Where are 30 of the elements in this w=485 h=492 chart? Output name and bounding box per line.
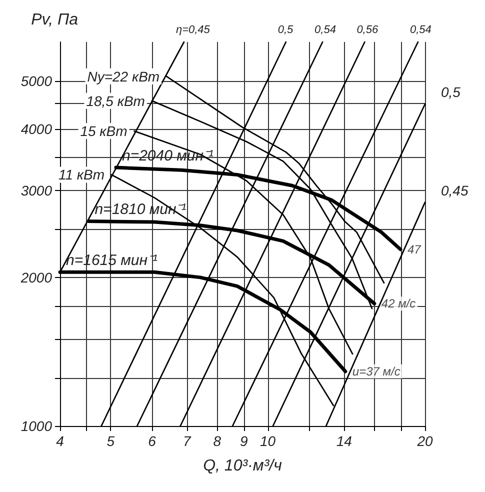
- y-tick-label: 3000: [20, 182, 52, 199]
- series-label: 0,56: [356, 24, 379, 36]
- x-tick-label: 9: [240, 433, 248, 449]
- x-tick-label: 10: [260, 433, 276, 449]
- x-axis-title: Q, 10³·м³/ч: [203, 458, 282, 474]
- series-label: η=0,45: [176, 24, 211, 36]
- y-tick-label: 1000: [20, 418, 52, 434]
- x-tick-label: 8: [213, 433, 222, 449]
- series-label: 0,54: [314, 24, 336, 36]
- series-label: 0,5: [441, 84, 461, 100]
- series-label: 11 кВт: [58, 166, 105, 183]
- x-tick-label: 20: [416, 433, 433, 449]
- x-tick-label: 7: [183, 433, 192, 449]
- series-label: 0,54: [410, 24, 432, 36]
- x-tick-label: 4: [56, 433, 64, 449]
- y-axis-title: Pv, Па: [31, 12, 78, 28]
- series-label: 0,45: [441, 182, 468, 198]
- series-label: 15 кВт: [80, 123, 128, 140]
- x-tick-label: 5: [106, 433, 115, 449]
- x-tick-label: 6: [148, 433, 156, 449]
- y-tick-label: 5000: [20, 73, 52, 90]
- annotation: 42 м/с: [381, 296, 416, 311]
- y-tick-label: 2000: [20, 269, 52, 286]
- series-label: Ny=22 кВт: [87, 68, 160, 84]
- series-label: 18,5 кВт: [86, 92, 146, 109]
- y-tick-label: 4000: [20, 120, 52, 137]
- series-label: 0,5: [278, 24, 294, 36]
- annotation: u=37 м/с: [352, 364, 400, 378]
- annotation: 47: [407, 242, 422, 256]
- x-tick-label: 14: [336, 433, 352, 449]
